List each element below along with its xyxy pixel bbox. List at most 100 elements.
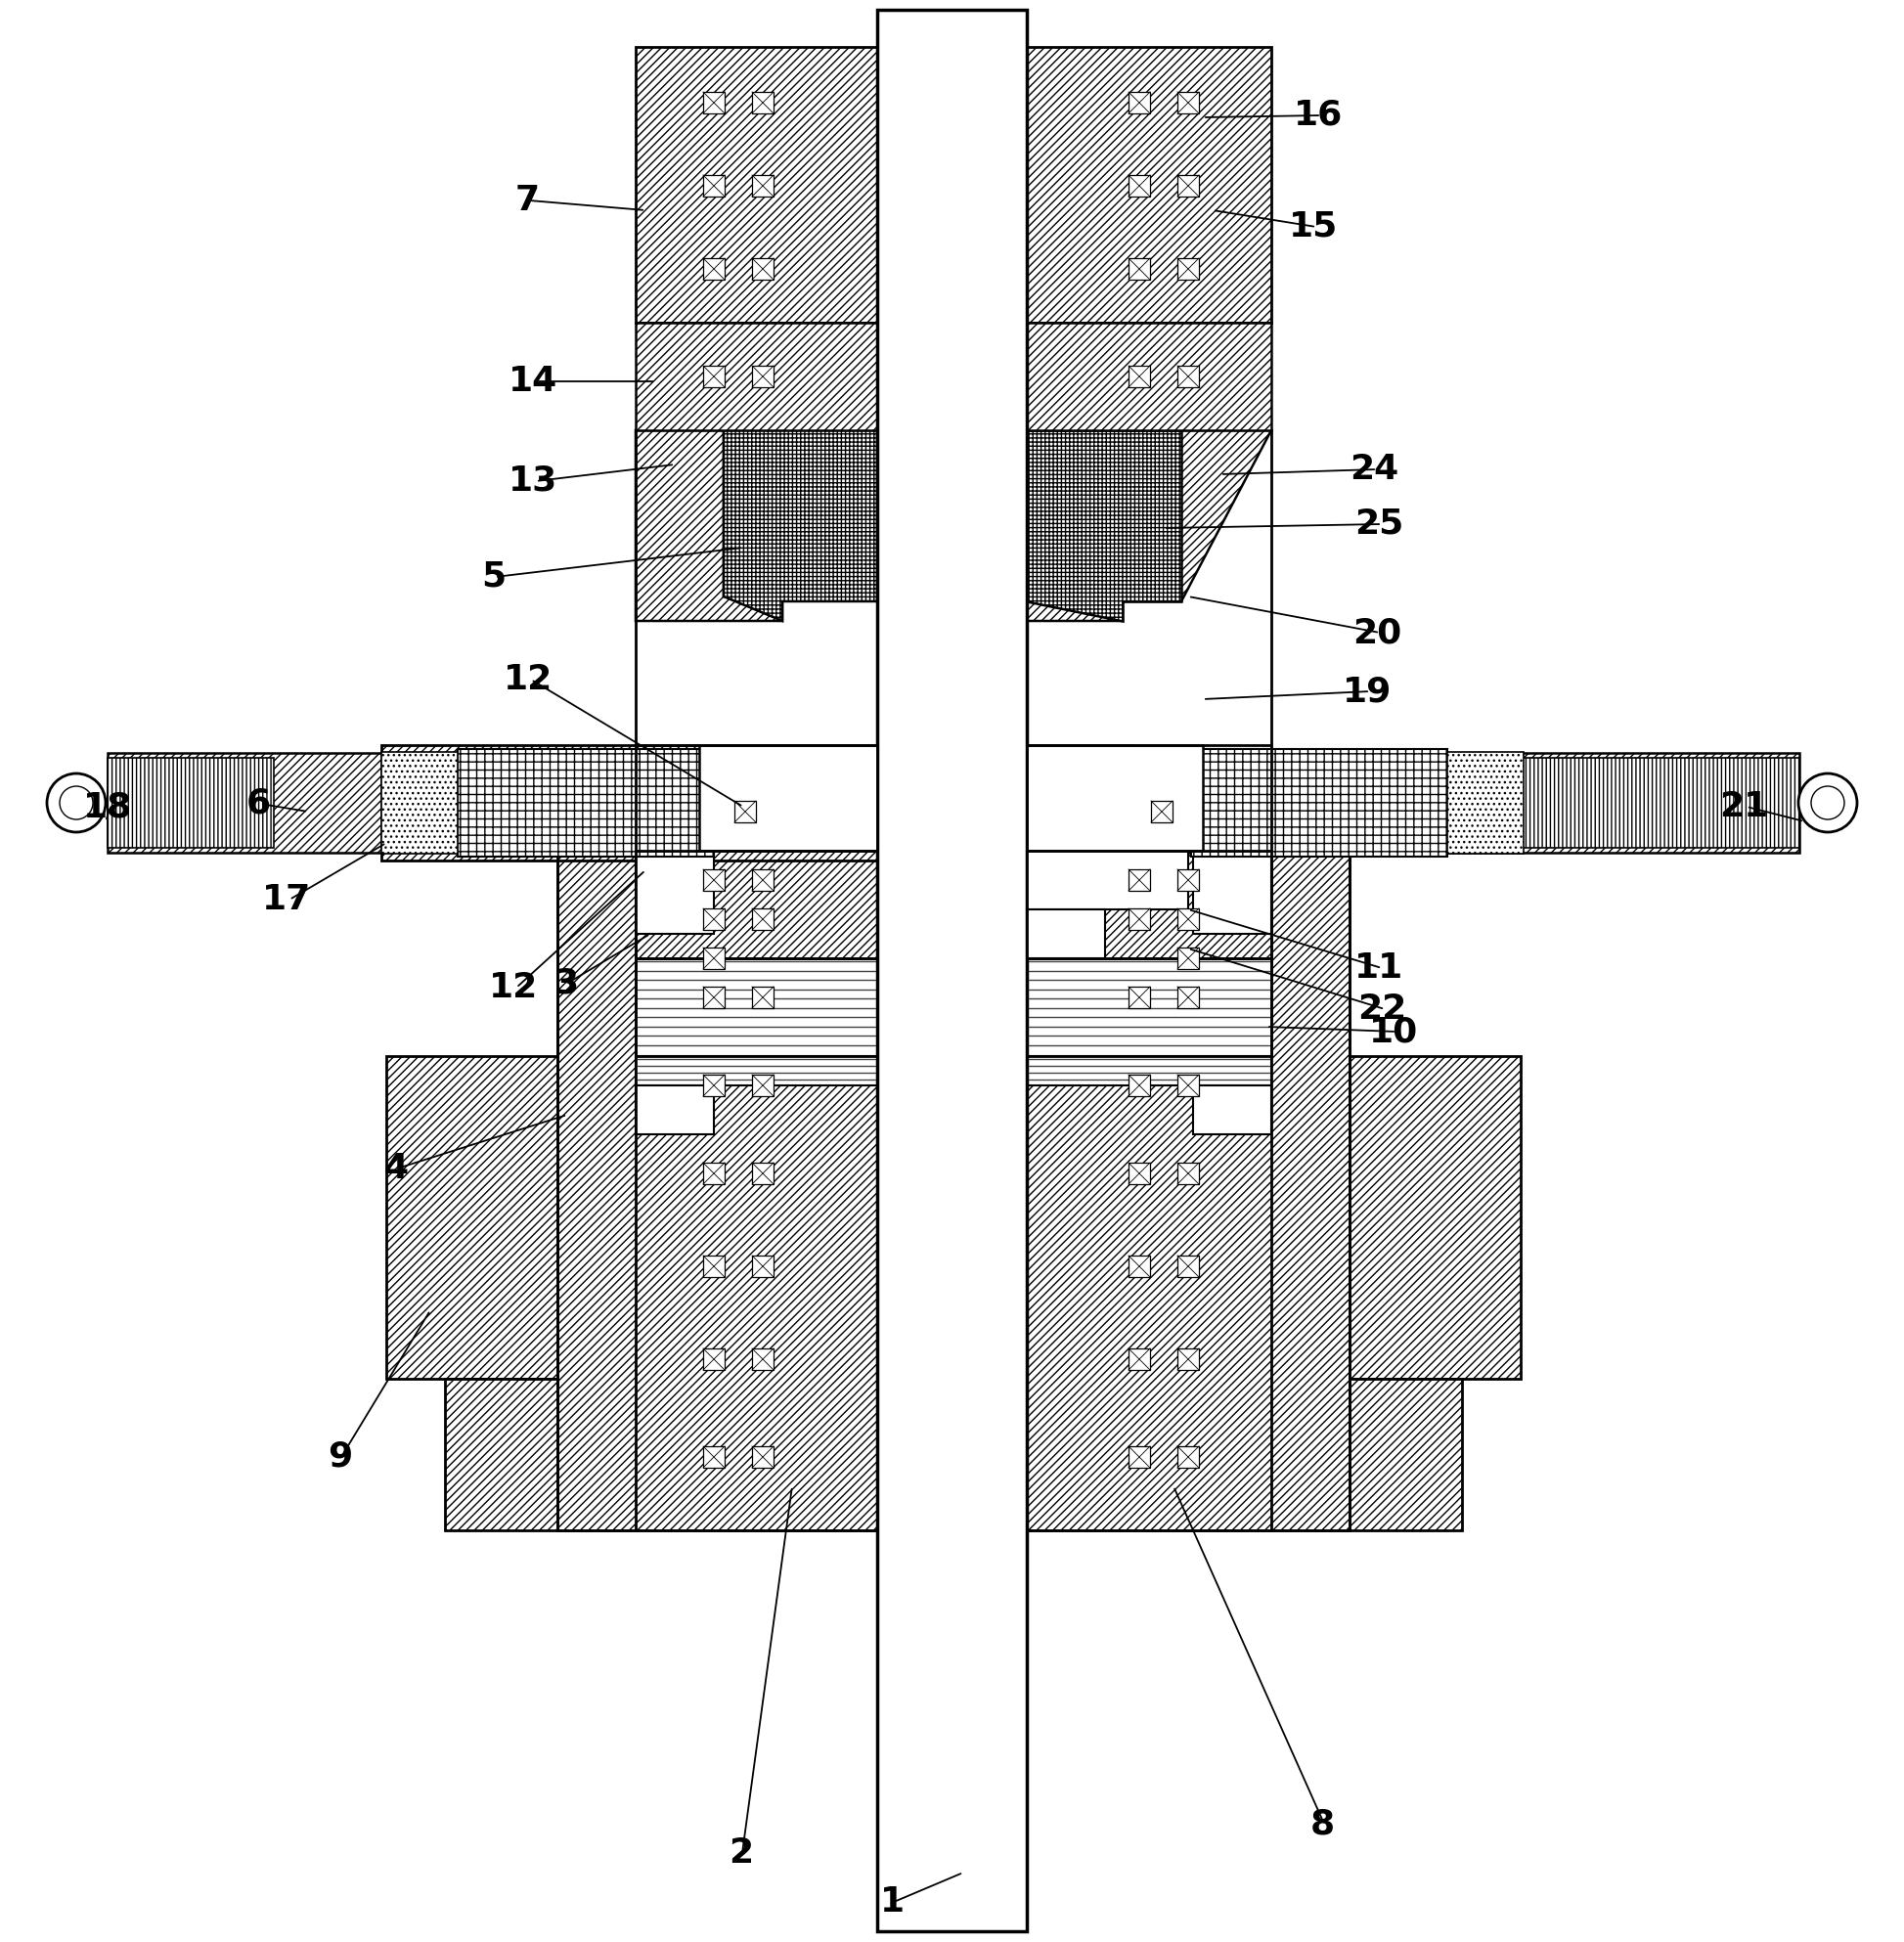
Bar	[1192, 750, 1447, 856]
Bar	[1177, 365, 1200, 386]
Bar	[1350, 1056, 1521, 1379]
Bar	[703, 91, 725, 113]
Bar	[703, 175, 725, 196]
Bar	[752, 1074, 773, 1095]
Bar	[1177, 1348, 1200, 1369]
Text: 11: 11	[1354, 952, 1403, 985]
Text: 19: 19	[1342, 674, 1392, 709]
Bar	[1177, 987, 1200, 1008]
Polygon shape	[1026, 431, 1272, 621]
Text: 25: 25	[1354, 507, 1403, 540]
Bar	[1026, 1056, 1272, 1086]
Bar	[1129, 909, 1150, 930]
Bar	[1177, 1074, 1200, 1095]
Bar	[1177, 1447, 1200, 1468]
Bar	[1152, 800, 1173, 821]
Bar	[1129, 1163, 1150, 1185]
Bar	[703, 870, 725, 891]
Bar	[1129, 91, 1150, 113]
Circle shape	[1811, 787, 1845, 820]
Bar	[703, 1163, 725, 1185]
Bar	[752, 1163, 773, 1185]
Text: 5: 5	[482, 561, 506, 594]
Text: 12: 12	[505, 662, 552, 697]
Bar	[752, 1348, 773, 1369]
Bar	[381, 752, 457, 854]
Bar	[1026, 322, 1272, 431]
Bar	[1129, 1348, 1150, 1369]
Text: 7: 7	[516, 184, 541, 218]
Bar	[636, 851, 878, 957]
Bar	[636, 322, 878, 431]
Bar	[1026, 746, 1203, 851]
Text: 20: 20	[1352, 616, 1401, 649]
Text: 15: 15	[1289, 210, 1339, 243]
Polygon shape	[636, 431, 783, 621]
Text: 24: 24	[1350, 452, 1399, 486]
Bar	[1026, 851, 1272, 957]
Bar	[1177, 909, 1200, 930]
Bar	[457, 750, 714, 856]
Bar	[381, 746, 1135, 860]
Polygon shape	[724, 431, 878, 621]
Bar	[1026, 851, 1188, 909]
Bar	[107, 757, 274, 849]
Text: 1: 1	[880, 1886, 904, 1919]
Text: 8: 8	[1310, 1808, 1335, 1841]
Text: 17: 17	[263, 884, 310, 917]
Text: 16: 16	[1295, 99, 1342, 132]
Bar	[1129, 258, 1150, 280]
Bar	[1177, 870, 1200, 891]
Text: 21: 21	[1719, 790, 1769, 823]
Bar	[752, 365, 773, 386]
Bar	[636, 1086, 714, 1134]
Bar	[1135, 753, 1799, 853]
Bar	[1350, 1379, 1462, 1530]
Bar	[703, 909, 725, 930]
Bar	[699, 746, 878, 851]
Bar	[1232, 757, 1799, 849]
Bar	[1129, 1256, 1150, 1278]
Bar	[752, 175, 773, 196]
Bar	[1177, 1256, 1200, 1278]
Text: 9: 9	[327, 1441, 352, 1474]
Bar	[1194, 1086, 1272, 1134]
Bar	[1129, 365, 1150, 386]
Circle shape	[1799, 773, 1856, 831]
Bar	[636, 851, 714, 934]
Text: 12: 12	[489, 971, 539, 1004]
Bar	[752, 909, 773, 930]
Bar	[1447, 752, 1523, 854]
Bar	[752, 91, 773, 113]
Bar	[752, 1256, 773, 1278]
Bar	[703, 1256, 725, 1278]
Bar	[703, 987, 725, 1008]
Bar	[752, 1447, 773, 1468]
Bar	[703, 258, 725, 280]
Bar	[703, 365, 725, 386]
Text: 22: 22	[1358, 992, 1407, 1025]
Text: 18: 18	[84, 790, 131, 823]
Bar	[752, 987, 773, 1008]
Bar	[1177, 175, 1200, 196]
Bar	[446, 1379, 558, 1530]
Bar	[1129, 870, 1150, 891]
Bar	[636, 47, 878, 322]
Bar	[558, 851, 1350, 1530]
Text: 2: 2	[729, 1837, 754, 1870]
Bar	[1129, 1074, 1150, 1095]
Bar	[1026, 47, 1272, 322]
Text: 3: 3	[554, 965, 579, 1000]
Bar	[703, 1348, 725, 1369]
Polygon shape	[1026, 431, 1180, 621]
Bar	[703, 948, 725, 969]
Bar	[107, 753, 381, 853]
Bar	[1194, 851, 1272, 934]
Bar	[1129, 987, 1150, 1008]
Bar	[636, 957, 878, 1056]
Bar	[387, 1056, 558, 1379]
Bar	[703, 1447, 725, 1468]
Bar	[703, 1074, 725, 1095]
Bar	[1177, 1163, 1200, 1185]
Bar	[1177, 258, 1200, 280]
